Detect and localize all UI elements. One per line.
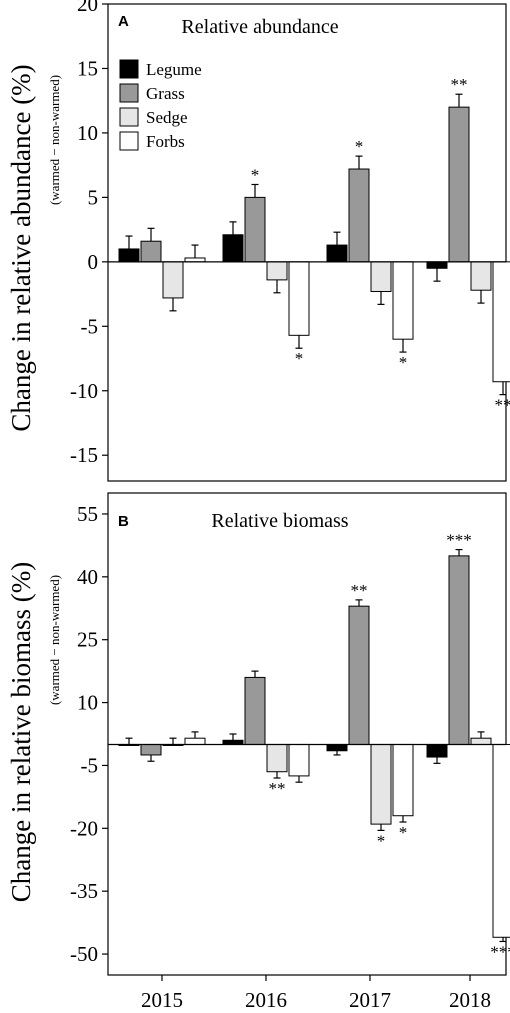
significance-mark: **: [269, 779, 286, 798]
y-axis-sublabel-biomass: (warmed − non-warmed): [47, 575, 62, 705]
plot-frame-abundance: [107, 3, 507, 482]
bar-forbs-2015: [184, 737, 206, 745]
x-axis-ticks: 2015 2016 2017 2018: [141, 975, 491, 1012]
y-tick-label: -15: [70, 443, 98, 467]
legend: Legume Grass Sedge Forbs: [119, 59, 202, 151]
bar-legume-2016: [222, 739, 244, 745]
bar-grass-2018: [448, 106, 470, 263]
y-tick-label: -5: [81, 314, 99, 338]
legend-swatch-grass: [119, 83, 139, 103]
bar-forbs-2018: [492, 261, 510, 383]
y-tick-label: 0: [88, 250, 99, 274]
bar-legume-2017: [326, 743, 348, 752]
significance-mark: ***: [446, 531, 472, 550]
significance-mark: *: [377, 831, 386, 850]
legend-label-grass: Grass: [146, 84, 185, 103]
y-tick-label: 25: [77, 628, 98, 652]
bar-forbs-2017: [392, 743, 414, 817]
bar-grass-2016: [244, 676, 266, 745]
significance-mark: *: [399, 823, 408, 842]
panel-relative-biomass: Change in relative biomass (%) (warmed −…: [6, 492, 510, 1012]
bar-legume-2017: [326, 244, 348, 263]
y-tick-label: -5: [81, 753, 99, 777]
x-tick-label-2018: 2018: [449, 988, 491, 1012]
significance-mark: *: [399, 353, 408, 372]
significance-mark: ***: [490, 942, 510, 961]
bar-grass-2015: [140, 743, 162, 756]
bar-grass-2015: [140, 240, 162, 263]
x-tick-label-2017: 2017: [349, 988, 391, 1012]
bar-grass-2016: [244, 196, 266, 263]
legend-label-sedge: Sedge: [146, 108, 188, 127]
legend-label-legume: Legume: [146, 60, 202, 79]
panel-letter-b: B: [118, 513, 129, 530]
significance-mark: **: [351, 581, 368, 600]
y-tick-label: 5: [88, 185, 99, 209]
bar-legume-2015: [118, 248, 140, 263]
bar-sedge-2015: [162, 261, 184, 299]
legend-swatch-forbs: [119, 131, 139, 151]
y-tick-label: 55: [77, 502, 98, 526]
bar-sedge-2018: [470, 737, 492, 745]
bar-legume-2018: [426, 743, 448, 758]
significance-mark: *: [295, 349, 304, 368]
bar-sedge-2018: [470, 261, 492, 291]
y-axis-sublabel-abundance: (warmed − non-warmed): [47, 75, 62, 205]
bar-legume-2018: [426, 261, 448, 269]
bar-forbs-2018: [492, 743, 510, 938]
bars-abundance: ***** ***: [118, 75, 510, 415]
y-tick-label: -20: [70, 816, 98, 840]
y-tick-label: 20: [77, 0, 98, 16]
panel-title-biomass: Relative biomass: [211, 510, 348, 532]
y-tick-label: 40: [77, 565, 98, 589]
y-axis-label-abundance: Change in relative abundance (%): [6, 64, 36, 431]
bar-forbs-2016: [288, 743, 310, 777]
panel-relative-abundance: Change in relative abundance (%) (warmed…: [6, 0, 510, 482]
legend-swatch-sedge: [119, 107, 139, 127]
y-axis-ticks-abundance: 20 15 10 5 0 -5 -10 -15: [70, 0, 108, 467]
bar-sedge-2017: [370, 261, 392, 292]
bar-grass-2017: [348, 168, 370, 263]
y-tick-label: -10: [70, 379, 98, 403]
legend-swatch-legume: [119, 59, 139, 79]
plot-frame-biomass: [107, 492, 507, 976]
x-tick-label-2015: 2015: [141, 988, 183, 1012]
bar-forbs-2017: [392, 261, 414, 340]
x-tick-label-2016: 2016: [245, 988, 287, 1012]
significance-mark: *: [355, 137, 364, 156]
significance-mark: **: [495, 396, 510, 415]
y-axis-ticks-biomass: 55 40 25 10 -5 -20 -35 -50: [70, 502, 108, 966]
significance-mark: *: [251, 165, 260, 184]
bar-legume-2016: [222, 234, 244, 263]
panel-letter-a: A: [118, 13, 129, 30]
bars-biomass: ************: [118, 531, 510, 961]
panel-title-abundance: Relative abundance: [181, 16, 338, 38]
y-tick-label: 10: [77, 121, 98, 145]
bar-sedge-2016: [266, 261, 288, 281]
y-tick-label: -35: [70, 879, 98, 903]
legend-label-forbs: Forbs: [146, 132, 185, 151]
bar-grass-2018: [448, 555, 470, 745]
bar-forbs-2016: [288, 261, 310, 336]
y-tick-label: -50: [70, 942, 98, 966]
y-axis-label-biomass: Change in relative biomass (%): [6, 562, 36, 902]
bar-sedge-2017: [370, 743, 392, 825]
significance-mark: **: [451, 75, 468, 94]
bar-sedge-2016: [266, 743, 288, 773]
y-tick-label: 15: [77, 56, 98, 80]
bar-grass-2017: [348, 605, 370, 745]
y-tick-label: 10: [77, 691, 98, 715]
